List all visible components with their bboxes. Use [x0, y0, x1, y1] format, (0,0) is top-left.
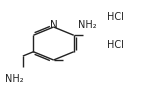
Text: NH₂: NH₂ — [78, 20, 97, 30]
Text: HCl: HCl — [107, 40, 124, 50]
Text: NH₂: NH₂ — [5, 74, 23, 84]
Text: HCl: HCl — [107, 12, 124, 22]
Text: N: N — [50, 20, 57, 30]
